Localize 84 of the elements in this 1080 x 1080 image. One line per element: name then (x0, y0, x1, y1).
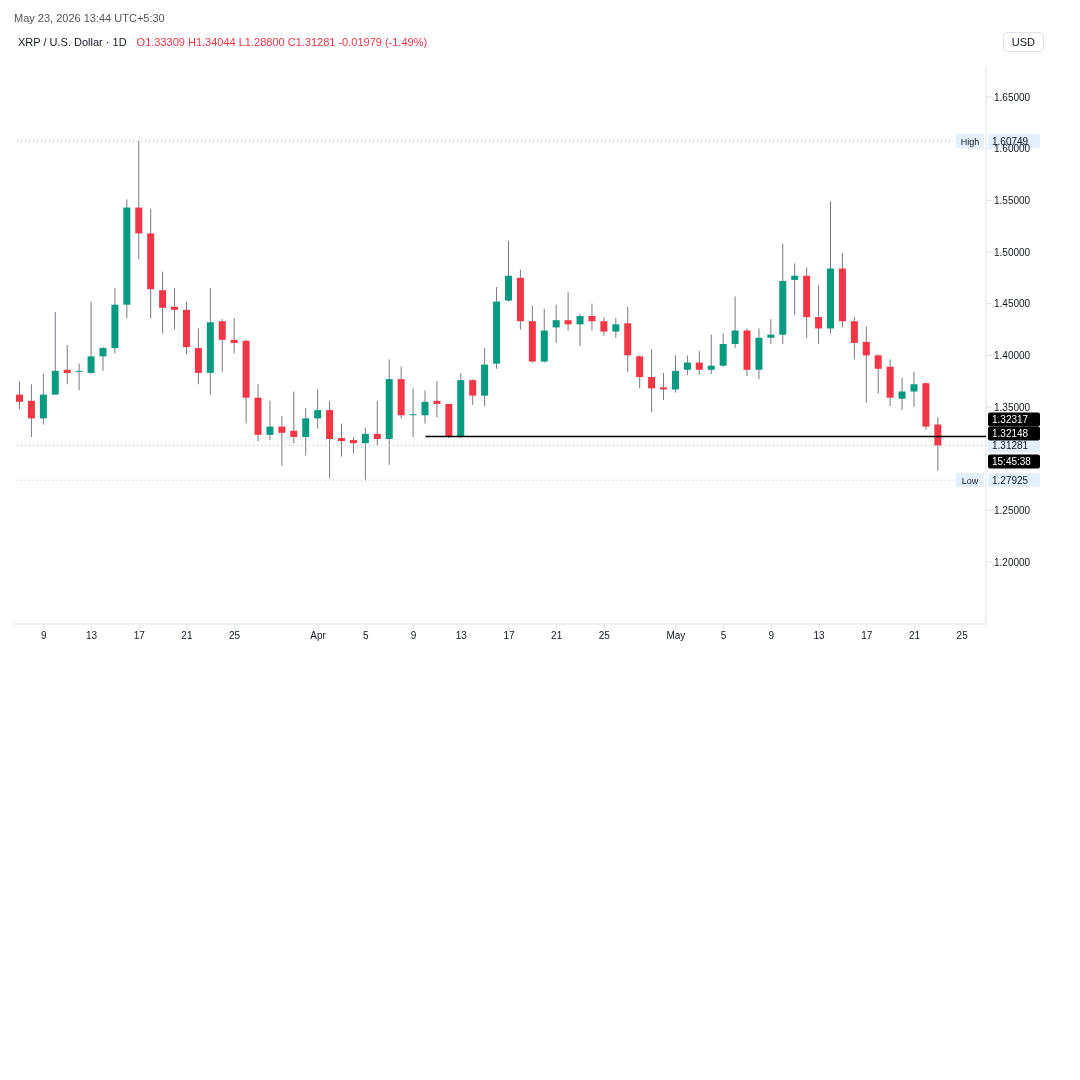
candlestick (648, 348, 656, 413)
text: May 23, 2026 13:44 UTC+5:30 (13, 11, 166, 26)
candlestick (338, 423, 346, 458)
x-tick-label: 17 (861, 630, 873, 642)
x-tick-label: 25 (956, 630, 969, 642)
chart-title: XRP / U.S. Dollar · 1D (18, 36, 127, 48)
candlestick (373, 400, 381, 446)
x-tick-label: 17 (133, 630, 146, 642)
y-tick-label: 1.45000 (994, 298, 1031, 310)
x-tick-label: 13 (455, 630, 468, 642)
x-tick-label: 5 (720, 630, 727, 642)
text: 1.32317 (992, 414, 1029, 426)
candlestick (636, 354, 644, 389)
candlestick (910, 371, 918, 408)
candlestick (409, 387, 417, 438)
candlestick (361, 427, 369, 481)
x-tick-label: Apr (310, 630, 327, 642)
y-tick-label: 1.25000 (994, 504, 1031, 516)
candlestick (51, 311, 59, 396)
x-tick-label: 9 (41, 630, 48, 642)
candlestick (39, 373, 47, 426)
candlestick (934, 416, 942, 472)
candlestick (731, 295, 739, 349)
candlestick (171, 287, 179, 330)
y-tick-label: 1.65000 (994, 91, 1031, 103)
candlestick (850, 316, 858, 360)
candlestick (433, 380, 441, 418)
candlestick (99, 346, 107, 372)
candlestick (302, 407, 310, 457)
text: Low 1.27925 (961, 475, 1029, 487)
candlestick (862, 325, 870, 404)
candlestick (683, 354, 691, 376)
candlestick (218, 318, 226, 373)
candlestick (75, 363, 83, 391)
candlestick (469, 378, 477, 406)
x-tick-label: 25 (598, 630, 611, 642)
candlestick (564, 291, 572, 332)
candlestick (898, 377, 906, 411)
text: 15:45:38 (992, 456, 1032, 468)
x-tick-label: 13 (85, 630, 98, 642)
x-tick-label: May (666, 630, 686, 642)
y-axis-title: USD (1002, 32, 1044, 52)
candlestick (719, 333, 727, 368)
candlestick (671, 354, 679, 394)
candlestick (576, 313, 584, 347)
candlestick (159, 271, 167, 335)
candlestick (290, 391, 298, 444)
candlestick (27, 383, 35, 438)
ref-line-label: 1.31281 (992, 440, 1029, 452)
candlestick (767, 318, 775, 345)
candlestick (600, 316, 608, 337)
candlestick (791, 262, 799, 316)
candlestick (421, 389, 429, 425)
x-tick-label: 17 (503, 630, 515, 642)
candlestick (87, 301, 95, 375)
candlestick (266, 400, 274, 441)
candlestick (16, 380, 23, 410)
candlestick (612, 317, 620, 339)
y-tick-label: 1.50000 (994, 246, 1031, 258)
candlestick (707, 334, 715, 375)
candlestick (695, 350, 703, 376)
data-label: 1.32148 (992, 428, 1029, 440)
y-tick-label: 1.40000 (994, 349, 1031, 361)
candlestick (815, 284, 823, 345)
x-tick-label: 5 (363, 630, 370, 642)
candlestick (63, 344, 71, 385)
candlestick (552, 304, 560, 344)
candlestick (660, 372, 668, 401)
candlestick (874, 353, 882, 395)
chart-subtitle: O1.33309 H1.34044 L1.28800 C1.31281 -0.01979 (-1.49%) (136, 36, 428, 48)
y-tick-label: 1.35000 (994, 401, 1031, 413)
x-tick-label: 9 (410, 630, 417, 642)
candlestick (230, 317, 238, 354)
x-tick-label: 9 (768, 630, 775, 642)
x-tick-label: 13 (813, 630, 826, 642)
candlestick (588, 303, 596, 332)
candlestick (314, 388, 322, 430)
x-tick-label: 21 (908, 630, 921, 642)
x-tick-label: 21 (181, 630, 193, 642)
y-tick-label: 1.20000 (994, 556, 1031, 568)
y-tick-label: 1.55000 (994, 194, 1031, 206)
x-tick-label: 21 (551, 630, 563, 642)
x-tick-label: 25 (229, 630, 241, 642)
candlestick (278, 415, 286, 467)
